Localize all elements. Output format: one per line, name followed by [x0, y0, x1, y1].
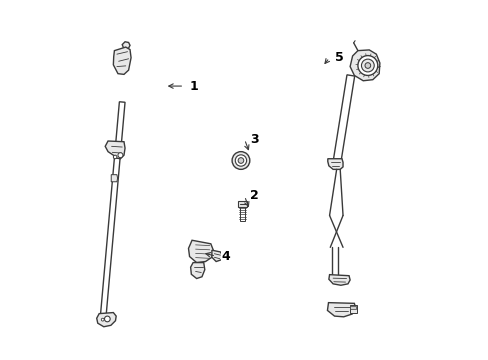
- Circle shape: [238, 158, 244, 163]
- Polygon shape: [111, 175, 118, 182]
- Text: 1: 1: [189, 80, 198, 93]
- Bar: [349, 306, 355, 309]
- Circle shape: [235, 155, 246, 166]
- Polygon shape: [211, 250, 222, 261]
- Text: 5: 5: [334, 51, 343, 64]
- Polygon shape: [188, 240, 213, 262]
- Circle shape: [101, 318, 104, 321]
- Polygon shape: [97, 312, 116, 327]
- Circle shape: [118, 153, 122, 158]
- Polygon shape: [113, 47, 131, 75]
- Bar: [349, 306, 356, 313]
- Polygon shape: [100, 102, 125, 322]
- Text: 2: 2: [249, 189, 258, 202]
- Circle shape: [364, 63, 370, 68]
- Text: 3: 3: [249, 133, 258, 146]
- Bar: [240, 207, 244, 221]
- Polygon shape: [190, 262, 204, 279]
- Circle shape: [113, 155, 117, 159]
- Polygon shape: [327, 159, 343, 169]
- Text: 4: 4: [221, 250, 230, 263]
- Circle shape: [361, 59, 373, 72]
- Polygon shape: [105, 141, 125, 159]
- Polygon shape: [327, 303, 355, 317]
- Circle shape: [104, 316, 110, 322]
- Polygon shape: [332, 75, 354, 165]
- Polygon shape: [328, 275, 349, 285]
- Bar: [238, 201, 247, 207]
- Polygon shape: [122, 42, 130, 50]
- Polygon shape: [349, 50, 379, 81]
- Circle shape: [232, 152, 249, 169]
- Circle shape: [357, 55, 377, 76]
